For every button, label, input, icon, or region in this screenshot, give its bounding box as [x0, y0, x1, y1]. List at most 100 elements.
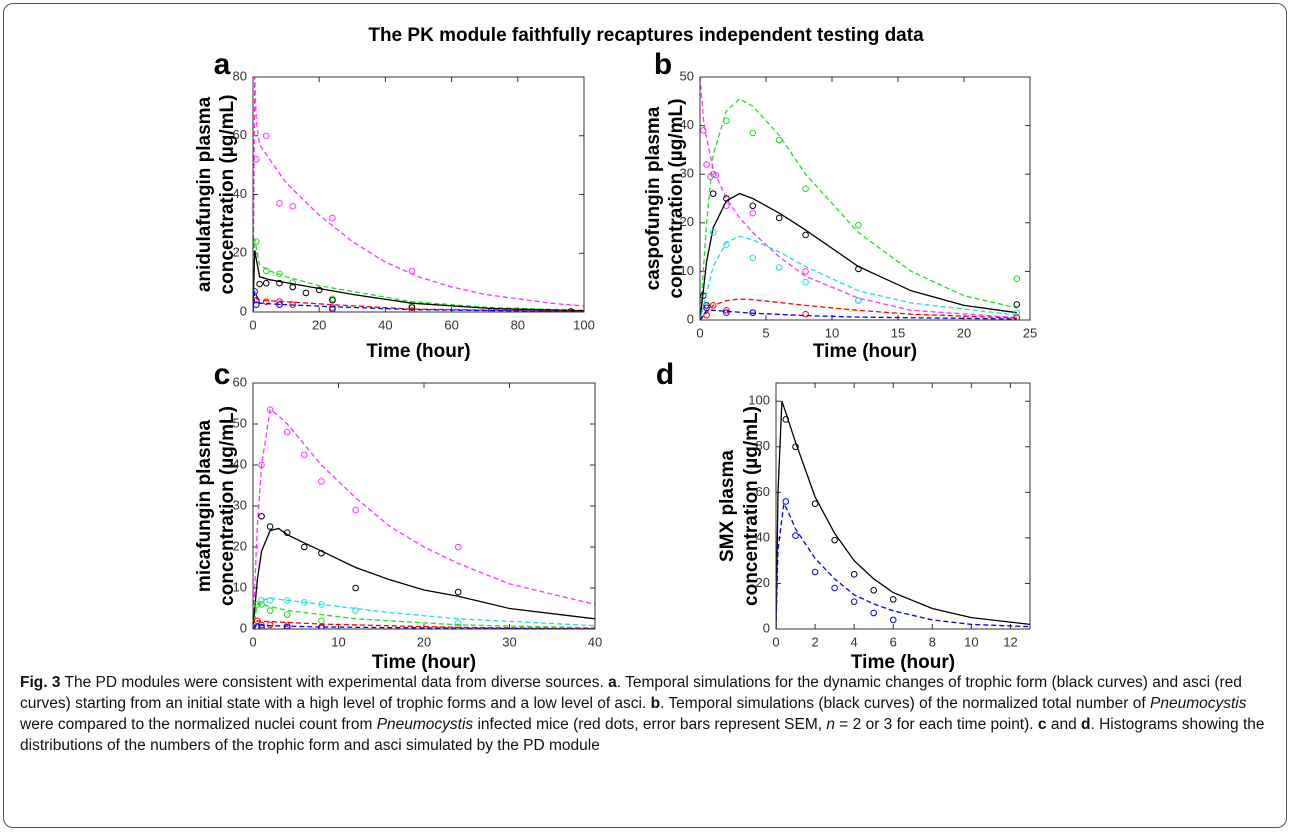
- data-point: [318, 601, 325, 608]
- data-point: [850, 571, 858, 578]
- data-point: [289, 301, 297, 308]
- data-point: [266, 607, 274, 614]
- x-axis-label: Time (hour): [366, 341, 470, 362]
- x-tick-label: 80: [511, 317, 525, 332]
- x-axis-label: Time (hour): [813, 341, 917, 362]
- data-point: [749, 129, 757, 137]
- y-axis-label: anidulafungin plasma: [194, 96, 215, 292]
- data-point: [253, 617, 261, 625]
- data-point: [855, 297, 862, 304]
- x-tick-label: 60: [444, 317, 458, 332]
- data-point: [253, 238, 260, 245]
- data-point: [408, 307, 416, 312]
- y-tick-label: 0: [240, 303, 247, 318]
- curve: [253, 250, 584, 312]
- x-axis-label: Time (hour): [372, 652, 476, 673]
- caption-segment: a: [608, 674, 617, 691]
- y-tick-label: 40: [233, 456, 247, 471]
- data-point: [289, 283, 297, 291]
- data-point: [709, 302, 717, 309]
- data-point: [318, 624, 325, 629]
- data-point: [253, 623, 261, 629]
- x-tick-label: 0: [249, 317, 256, 332]
- data-point: [262, 279, 270, 287]
- curve: [253, 408, 595, 629]
- caption-segment: were compared to the normalized nuclei c…: [20, 716, 377, 733]
- caption-segment: c: [1037, 716, 1047, 733]
- data-point: [318, 617, 325, 625]
- data-point: [703, 302, 710, 309]
- data-point: [266, 406, 274, 413]
- curve: [776, 400, 1030, 629]
- x-tick-label: 2: [811, 634, 818, 649]
- data-point: [266, 523, 274, 530]
- x-tick-label: 6: [890, 634, 897, 649]
- data-point: [709, 229, 717, 236]
- data-point: [749, 209, 757, 217]
- y-tick-label: 10: [680, 263, 694, 278]
- y-axis-label: micafungin plasma: [194, 420, 215, 593]
- data-point: [258, 597, 265, 604]
- axes-box: [252, 76, 585, 313]
- curve: [253, 77, 584, 312]
- curve: [253, 238, 584, 312]
- data-point: [850, 598, 858, 605]
- caption-segment: b: [650, 695, 661, 712]
- plot-area: [776, 400, 1030, 629]
- x-tick-label: 0: [772, 634, 779, 649]
- x-tick-label: 20: [957, 325, 971, 340]
- caption-segment: infected mice (red dots, error bars repr…: [473, 716, 827, 733]
- data-point: [749, 202, 757, 210]
- data-point: [782, 498, 790, 505]
- data-point: [276, 279, 283, 287]
- data-point: [266, 597, 274, 604]
- data-point: [454, 588, 462, 596]
- y-tick-label: 40: [680, 117, 694, 132]
- data-point: [262, 132, 270, 140]
- data-point: [329, 296, 336, 304]
- data-point: [352, 584, 359, 592]
- data-point: [802, 185, 809, 193]
- plot-area: [253, 406, 595, 629]
- data-point: [749, 254, 757, 262]
- x-tick-label: 100: [573, 317, 595, 332]
- data-point: [723, 241, 730, 248]
- y-tick-label: 0: [687, 311, 694, 326]
- figure-frame: [3, 3, 1287, 828]
- x-tick-label: 20: [417, 634, 431, 649]
- data-point: [775, 136, 783, 144]
- x-tick-label: 5: [762, 325, 769, 340]
- axes-box: [699, 76, 1031, 321]
- data-point: [318, 478, 325, 485]
- data-point: [283, 529, 291, 536]
- y-axis-label: concentration (µg/mL): [741, 406, 762, 606]
- data-point: [889, 616, 897, 624]
- y-tick-label: 20: [233, 245, 247, 260]
- data-point: [276, 301, 283, 308]
- y-tick-label: 80: [233, 68, 247, 83]
- data-point: [266, 621, 274, 629]
- x-axis-label: Time (hour): [851, 652, 955, 673]
- data-point: [253, 155, 260, 163]
- y-tick-label: 40: [233, 186, 247, 201]
- y-axis-label: concentration (µg/mL): [666, 99, 687, 299]
- data-point: [258, 601, 265, 608]
- plot-area: [700, 77, 1021, 320]
- panel-letter: b: [654, 48, 672, 81]
- y-tick-label: 80: [756, 438, 770, 453]
- data-point: [723, 195, 730, 202]
- y-tick-label: 60: [233, 127, 247, 142]
- caption: Fig. 3 The PD modules were consistent wi…: [20, 672, 1275, 756]
- data-point: [792, 443, 799, 451]
- curve: [700, 98, 1017, 320]
- curve: [700, 235, 1017, 320]
- data-point: [1013, 314, 1021, 320]
- caption-segment: The PD modules were consistent with expe…: [60, 674, 609, 691]
- data-point: [775, 264, 783, 271]
- data-point: [253, 601, 261, 608]
- figure-title: The PK module faithfully recaptures inde…: [368, 25, 924, 46]
- data-point: [870, 586, 877, 594]
- data-point: [802, 310, 809, 318]
